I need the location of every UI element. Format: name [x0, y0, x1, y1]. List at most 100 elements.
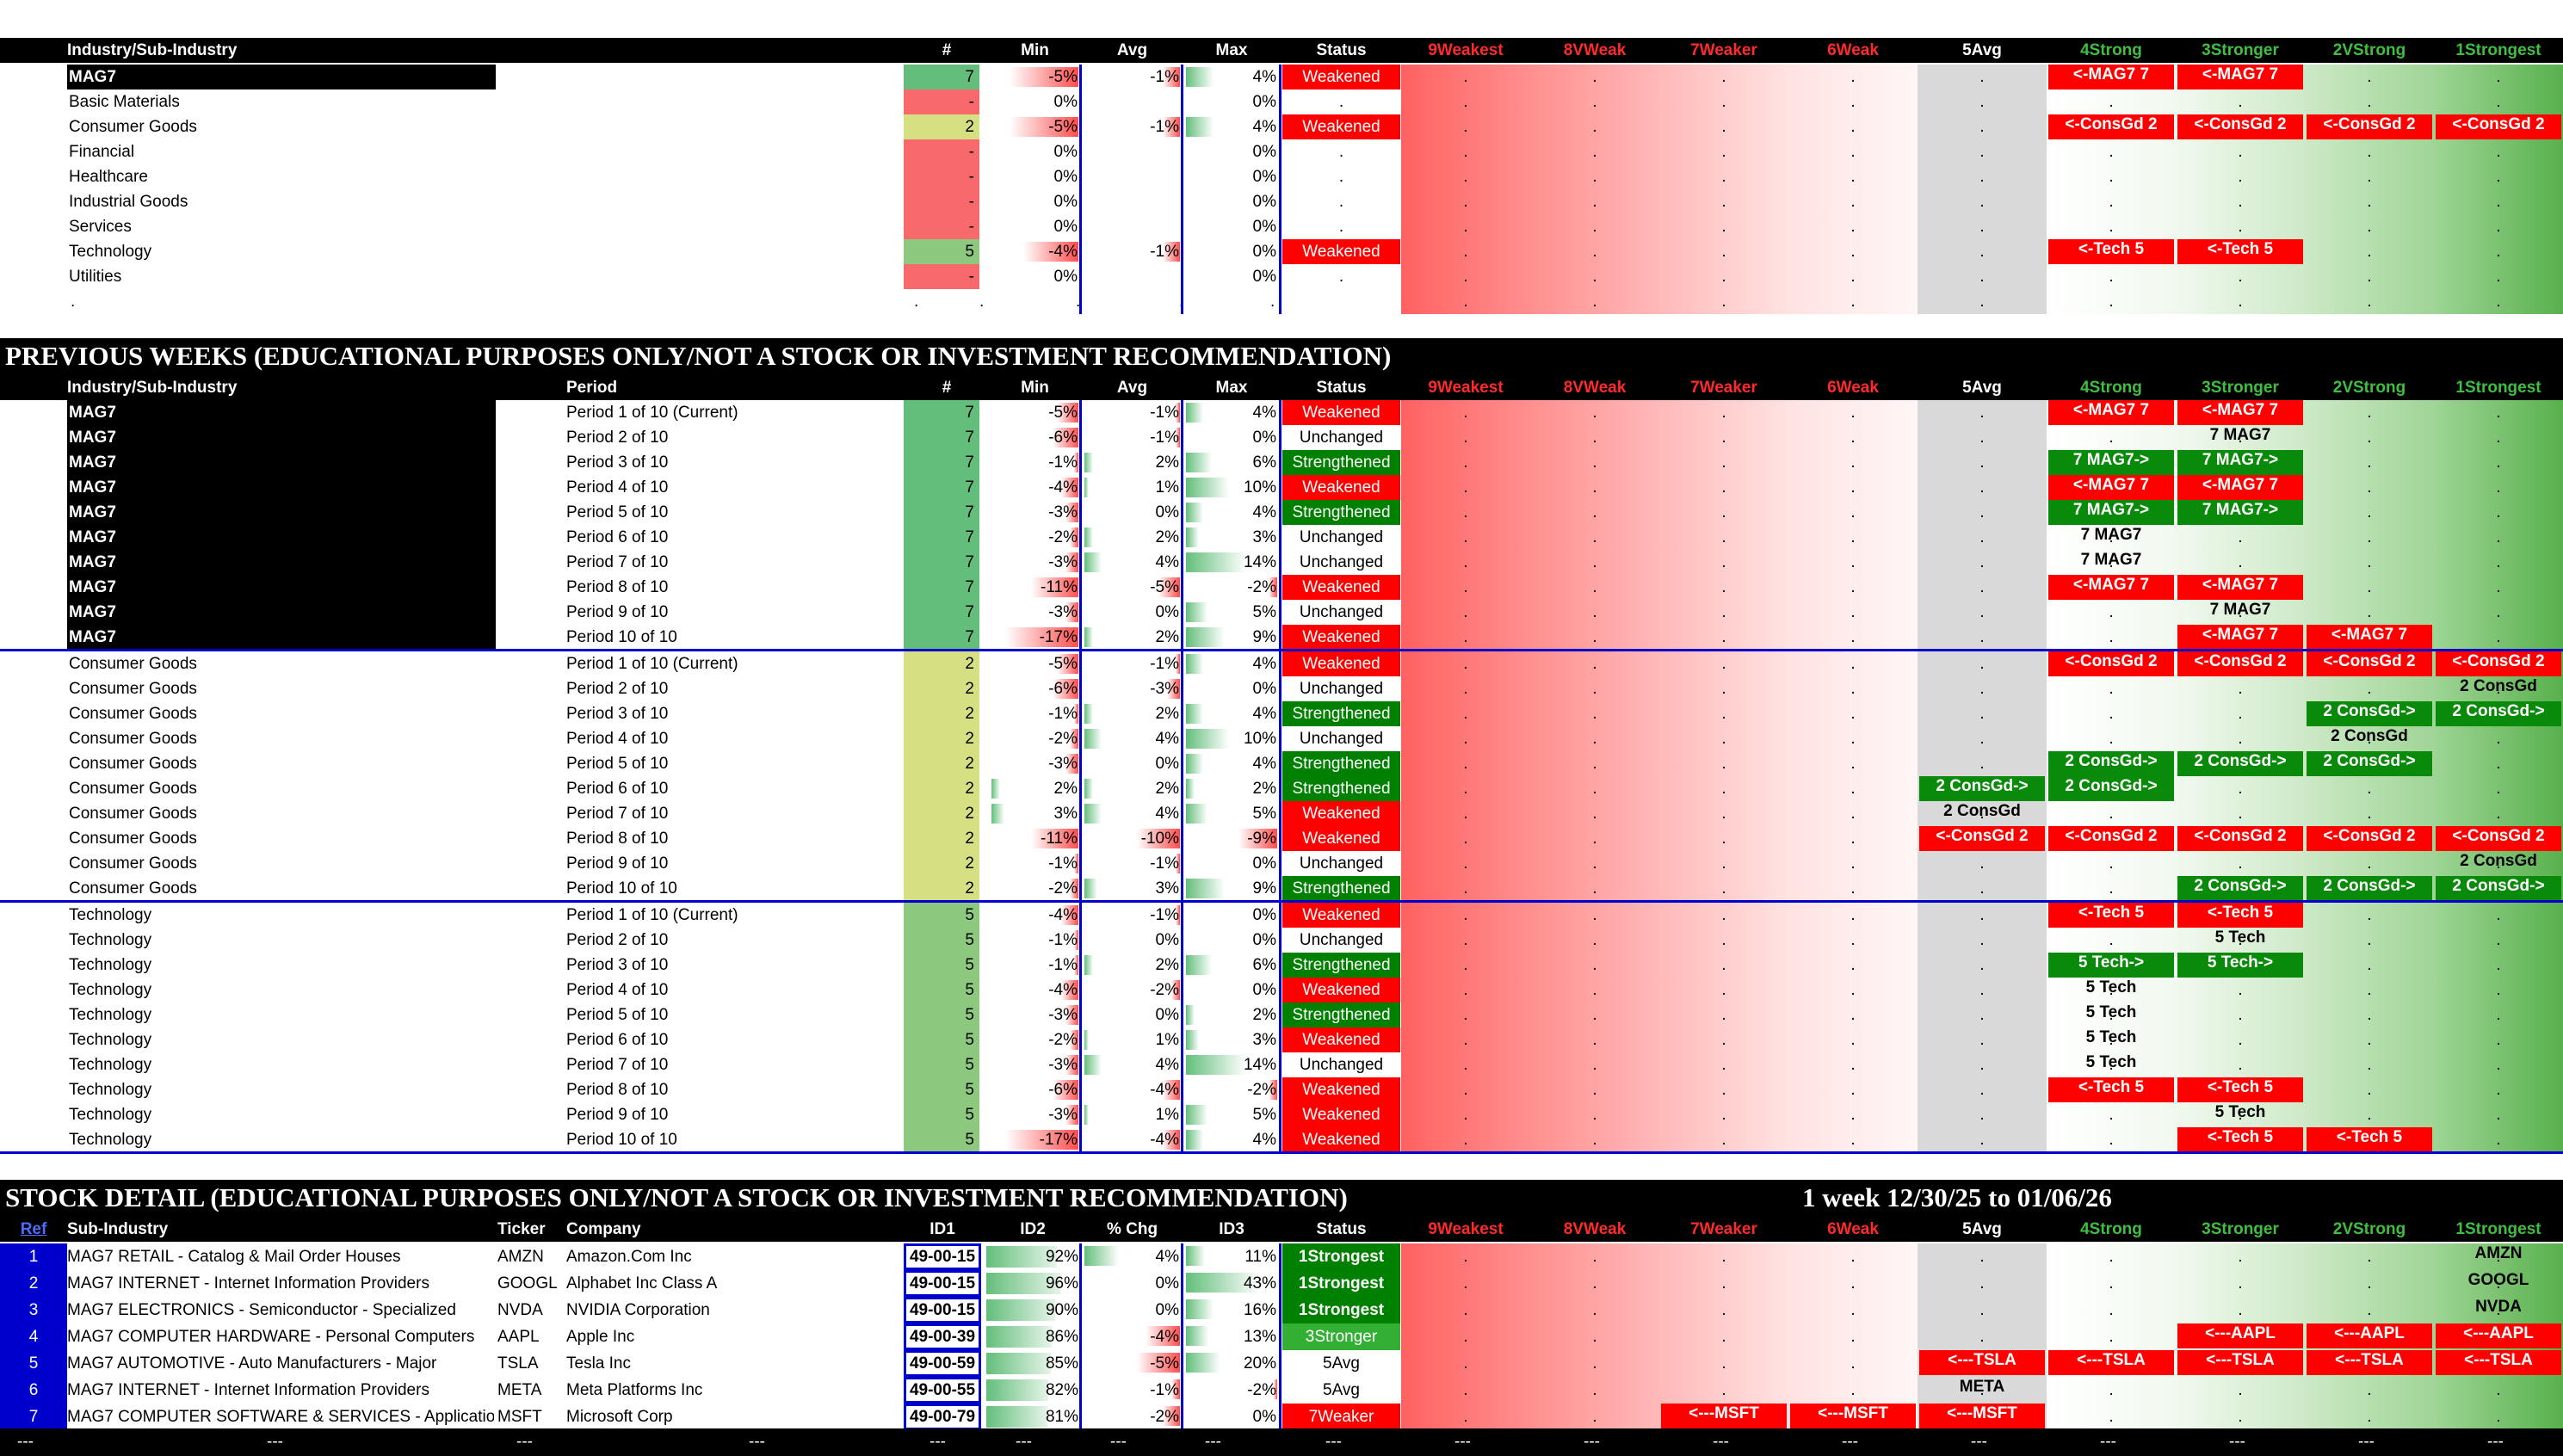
history-row[interactable]: Consumer Goods Period 8 of 10 2 -11% -10% -9%… [0, 826, 2563, 851]
zone-dot: . [1850, 1381, 1856, 1399]
min-cell-value: -1% [1048, 854, 1078, 873]
history-row[interactable]: Technology Period 4 of 10 5 -4% -2% 0% Weakene… [0, 978, 2563, 1003]
min-cell: -5% [990, 651, 1080, 676]
zone-tag: 5 Tech-> [2048, 953, 2174, 978]
max-cell-value: 0% [1252, 268, 1276, 286]
history-row[interactable]: MAG7 Period 6 of 10 7 -2% 2% 3% Unchanged.....… [0, 525, 2563, 550]
ticker: MSFT [497, 1408, 542, 1426]
footer-cell: --- [2487, 1433, 2504, 1451]
ref-cell[interactable]: 6 [0, 1377, 67, 1404]
chg-cell-value: 4% [1155, 1248, 1179, 1266]
history-row[interactable]: Technology Period 2 of 10 5 -1% 0% 0% Unchange… [0, 928, 2563, 953]
period-label: Period 5 of 10 [566, 503, 669, 521]
avg-cell-bar [1084, 804, 1102, 824]
zone-dot: . [2109, 293, 2114, 311]
zone-dot: . [1979, 931, 1985, 949]
chg-cell: 4% [1083, 1243, 1182, 1268]
history-row[interactable]: Consumer Goods Period 6 of 10 2 2% 2% 2% Stren… [0, 776, 2563, 801]
status-cell: 1Strongest [1282, 1243, 1400, 1270]
count-cell: - [904, 164, 979, 189]
id3-cell-value: 16% [1243, 1301, 1276, 1319]
zone-dot: . [2496, 1081, 2501, 1099]
zone-dot: . [1463, 1274, 1468, 1293]
max-cell-bar [1186, 1130, 1203, 1150]
history-row[interactable]: MAG7 Period 1 of 10 (Current) 7 -5% -1% 4% Wea… [0, 400, 2563, 425]
stock-row[interactable]: 2 MAG7 INTERNET - Internet Information Pr… [0, 1270, 2563, 1297]
history-row[interactable]: Consumer Goods Period 5 of 10 2 -3% 0% 4% Stre… [0, 751, 2563, 776]
history-row[interactable]: MAG7 Period 10 of 10 7 -17% 2% 9% Weakened....… [0, 625, 2563, 650]
industry-name: MAG7 [67, 450, 496, 475]
ref-cell[interactable]: 3 [0, 1297, 67, 1323]
stock-row[interactable]: 1 MAG7 RETAIL - Catalog & Mail Order Hous… [0, 1243, 2563, 1270]
summary-row[interactable]: Consumer Goods2-5%-1%4%Weakened.........… [0, 114, 2563, 139]
history-row[interactable]: Technology Period 10 of 10 5 -17% -4% 4% Weake… [0, 1127, 2563, 1152]
stock-row[interactable]: 4 MAG7 COMPUTER HARDWARE - Personal Compu… [0, 1323, 2563, 1350]
summary-row[interactable]: Services - 0% 0%.......... [0, 214, 2563, 239]
history-row[interactable]: MAG7 Period 3 of 10 7 -1% 2% 6% Strengthened..… [0, 450, 2563, 475]
summary-row[interactable]: Healthcare - 0% 0%.......... [0, 164, 2563, 189]
zone-dot: . [1592, 1354, 1597, 1373]
stock-row[interactable]: 6 MAG7 INTERNET - Internet Information Pr… [0, 1377, 2563, 1404]
footer-cell: --- [2229, 1433, 2245, 1451]
max-cell: -2% [1184, 1077, 1279, 1102]
zone-dot: . [2109, 628, 2114, 646]
history-row[interactable]: MAG7 Period 4 of 10 7 -4% 1% 10% Weakened.....… [0, 475, 2563, 500]
summary-row-empty: ............... [0, 289, 2563, 314]
ref-cell[interactable]: 7 [0, 1404, 67, 1430]
summary-row[interactable]: Financial - 0% 0%.......... [0, 139, 2563, 164]
history-row[interactable]: Consumer Goods Period 7 of 10 2 3% 4% 5% Weake… [0, 801, 2563, 826]
industry-name: MAG7 [67, 575, 496, 600]
history-row[interactable]: MAG7 Period 9 of 10 7 -3% 0% 5% Unchanged.....… [0, 600, 2563, 625]
history-row[interactable]: MAG7 Period 7 of 10 7 -3% 4% 14% Unchanged....… [0, 550, 2563, 575]
min-cell-bar [1053, 428, 1078, 447]
zone-header-8: 2VStrong [2332, 41, 2406, 59]
ref-cell[interactable]: 2 [0, 1270, 67, 1297]
history-row[interactable]: Consumer Goods Period 4 of 10 2 -2% 4% 10% Unc… [0, 726, 2563, 751]
zone-dot: . [1721, 1248, 1726, 1266]
max-cell: 4% [1184, 751, 1279, 776]
zone-dot: . [2367, 1301, 2372, 1319]
zone-dot: . [2367, 293, 2372, 311]
summary-row[interactable]: Industrial Goods - 0% 0%.......... [0, 189, 2563, 214]
history-row[interactable]: MAG7 Period 2 of 10 7 -6% -1% 0% Unchanged....… [0, 425, 2563, 450]
history-row[interactable]: Consumer Goods Period 1 of 10 (Current) 2 -… [0, 651, 2563, 676]
zone-tag: <---MSFT [1919, 1404, 2045, 1428]
summary-row[interactable]: Basic Materials - 0% 0%.......... [0, 89, 2563, 114]
history-row[interactable]: Technology Period 5 of 10 5 -3% 0% 2% Strength… [0, 1003, 2563, 1027]
history-row[interactable]: MAG7 Period 5 of 10 7 -3% 0% 4% Strengthened..… [0, 500, 2563, 525]
history-row[interactable]: Consumer Goods Period 10 of 10 2 -2% 3% 9% Str… [0, 876, 2563, 901]
zone-dot: . [1850, 293, 1856, 311]
id1-cell: 49-00-55 [904, 1377, 981, 1404]
id2-cell: 81% [985, 1404, 1081, 1428]
period-label: Period 10 of 10 [566, 628, 677, 646]
ref-cell[interactable]: 5 [0, 1350, 67, 1377]
s2g1-zone-1 [1401, 651, 1530, 901]
stock-row[interactable]: 3 MAG7 ELECTRONICS - Semiconductor - Spec… [0, 1297, 2563, 1323]
status-cell: 5Avg [1282, 1377, 1400, 1404]
ref-cell[interactable]: 4 [0, 1323, 67, 1350]
stock-row[interactable]: 5 MAG7 AUTOMOTIVE - Auto Manufacturers - … [0, 1350, 2563, 1377]
stock-row[interactable]: 7 MAG7 COMPUTER SOFTWARE & SERVICES - App… [0, 1404, 2563, 1430]
zone-tag: 7 MAG7 [2209, 601, 2271, 619]
avg-cell-bar [1084, 729, 1102, 749]
history-row[interactable]: Consumer Goods Period 9 of 10 2 -1% -1% 0% Unc… [0, 851, 2563, 876]
history-row[interactable]: Technology Period 9 of 10 5 -3% 1% 5% Weakened… [0, 1102, 2563, 1127]
zone-tag: 5 Tech [2085, 1053, 2137, 1071]
history-row[interactable]: Consumer Goods Period 2 of 10 2 -6% -3% 0% Unc… [0, 676, 2563, 701]
history-row[interactable]: Technology Period 6 of 10 5 -2% 1% 3% Weakened… [0, 1027, 2563, 1052]
zone-tag: <-MAG7 7 [2177, 575, 2303, 600]
history-row[interactable]: Technology Period 7 of 10 5 -3% 4% 14% Unchang… [0, 1052, 2563, 1077]
history-row[interactable]: Technology Period 8 of 10 5 -6% -4% -2% Weaken… [0, 1077, 2563, 1102]
zone-dot: . [1721, 1381, 1726, 1399]
ref-cell[interactable]: 1 [0, 1243, 67, 1270]
history-row[interactable]: Consumer Goods Period 3 of 10 2 -1% 2% 4% Stre… [0, 701, 2563, 726]
column-divider [1181, 400, 1183, 1153]
period-label: Period 1 of 10 (Current) [566, 655, 738, 673]
history-row[interactable]: Technology Period 3 of 10 5 -1% 2% 6% Strength… [0, 953, 2563, 978]
summary-row[interactable]: Utilities - 0% 0%.......... [0, 264, 2563, 289]
history-row[interactable]: Technology Period 1 of 10 (Current) 5 -4% -1… [0, 903, 2563, 928]
summary-row[interactable]: Technology5-4%-1%0%Weakened.........<-Te… [0, 239, 2563, 264]
industry-name: Industrial Goods [69, 193, 188, 211]
history-row[interactable]: MAG7 Period 8 of 10 7 -11% -5% -2% Weakened...… [0, 575, 2563, 600]
